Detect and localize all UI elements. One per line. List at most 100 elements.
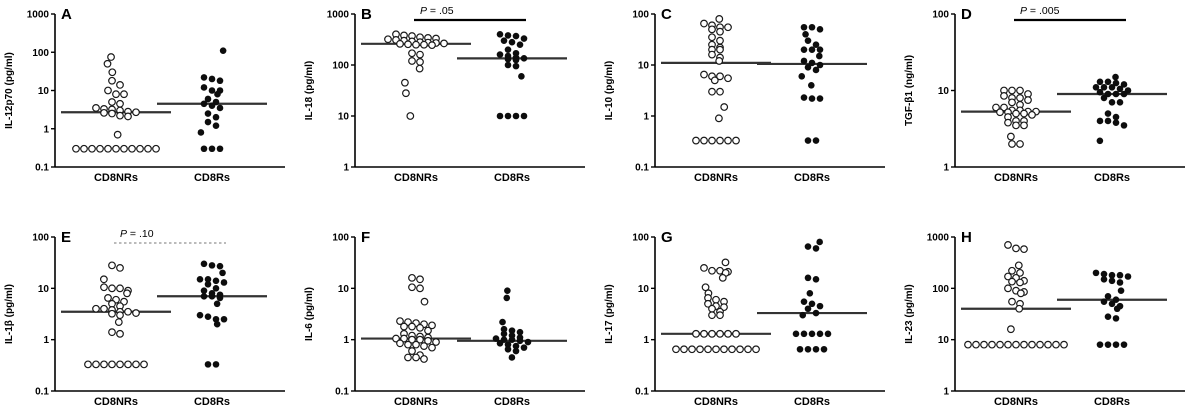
data-point-CD8Rs (816, 302, 824, 310)
data-point-CD8Rs (1108, 277, 1116, 285)
data-point-CD8Rs (1112, 296, 1120, 304)
data-point-CD8NRs (716, 45, 724, 54)
data-point-CD8NRs (124, 307, 132, 316)
panel-H-plot: 1 10 100 1000 IL-23 (pg/ml) H CD8NRs CD8Rs (904, 229, 1185, 408)
data-point-CD8NRs (140, 360, 148, 369)
data-point-CD8Rs (816, 330, 824, 338)
data-point-CD8NRs (80, 144, 88, 153)
data-point-CD8NRs (408, 57, 416, 65)
data-point-CD8NRs (428, 41, 436, 50)
data-point-CD8Rs (500, 37, 508, 44)
data-point-CD8NRs (701, 283, 710, 292)
y-tick-label: 100 (332, 233, 349, 244)
panel-C: 0.1 1 10 100 IL-10 (pg/ml) C CD8NRs CD8Rs (600, 0, 900, 205)
data-point-CD8Rs (1108, 300, 1116, 308)
data-point-CD8Rs (1096, 137, 1104, 145)
data-point-CD8NRs (144, 144, 152, 153)
data-point-CD8NRs (420, 40, 428, 49)
data-point-CD8NRs (88, 144, 96, 153)
data-point-CD8Rs (1104, 313, 1112, 321)
y-tick-label: 100 (932, 10, 949, 21)
data-point-CD8Rs (200, 260, 208, 268)
data-point-CD8NRs (1052, 340, 1060, 349)
data-point-CD8NRs (700, 329, 708, 338)
data-point-CD8Rs (520, 344, 528, 351)
data-point-CD8Rs (1108, 84, 1116, 91)
data-point-CD8NRs (704, 299, 712, 308)
data-point-CD8NRs (104, 294, 112, 302)
data-point-CD8Rs (516, 41, 524, 49)
data-point-CD8Rs (1112, 79, 1120, 87)
data-point-CD8NRs (400, 322, 408, 331)
data-point-CD8Rs (504, 112, 512, 120)
data-point-CD8NRs (724, 329, 732, 338)
data-point-CD8Rs (816, 95, 824, 102)
data-point-CD8NRs (416, 284, 424, 293)
data-point-CD8NRs (710, 76, 719, 85)
data-point-CD8NRs (416, 275, 424, 284)
data-point-CD8Rs (504, 32, 512, 39)
data-point-CD8NRs (132, 360, 140, 369)
y-tick-label: 100 (632, 233, 649, 244)
group-label-CD8Rs: CD8Rs (494, 396, 530, 408)
data-point-CD8Rs (212, 285, 220, 292)
data-point-CD8NRs (708, 25, 716, 34)
panel-F: 0.1 1 10 100 IL-6 (pg/ml) F CD8NRs CD8Rs (300, 205, 600, 409)
data-point-CD8Rs (504, 287, 511, 294)
data-point-CD8NRs (980, 340, 988, 349)
data-point-CD8NRs (415, 64, 424, 73)
data-point-CD8NRs (732, 329, 740, 338)
data-point-CD8Rs (804, 274, 812, 282)
data-point-CD8NRs (104, 86, 112, 95)
data-point-CD8NRs (408, 335, 416, 344)
data-point-CD8Rs (508, 354, 516, 361)
data-point-CD8NRs (100, 283, 108, 292)
data-point-CD8Rs (204, 118, 212, 126)
data-point-CD8Rs (200, 74, 208, 81)
data-point-CD8Rs (800, 298, 808, 305)
data-point-CD8NRs (132, 108, 140, 117)
data-point-CD8NRs (108, 284, 116, 293)
data-point-CD8NRs (692, 329, 700, 338)
group-label-CD8NRs: CD8NRs (394, 396, 438, 408)
data-point-CD8NRs (1044, 340, 1052, 349)
group-label-CD8Rs: CD8Rs (1094, 172, 1130, 184)
data-point-CD8Rs (204, 110, 212, 117)
y-tick-label: 1000 (927, 233, 950, 244)
data-point-CD8NRs (1008, 98, 1016, 107)
panel-E-plot: 0.1 1 10 100 IL-1β (pg/ml) E P = .10 CD8NRs CD8R… (4, 228, 285, 408)
data-point-CD8NRs (720, 345, 728, 354)
data-point-CD8Rs (812, 345, 820, 353)
data-point-CD8NRs (716, 329, 724, 338)
data-point-CD8NRs (718, 273, 727, 282)
data-point-CD8NRs (408, 322, 416, 331)
data-point-CD8NRs (428, 321, 436, 330)
data-point-CD8Rs (496, 51, 504, 58)
data-point-CD8NRs (84, 360, 92, 369)
data-point-CD8NRs (1016, 278, 1024, 287)
data-point-CD8NRs (424, 326, 432, 335)
data-point-CD8Rs (499, 318, 506, 326)
data-point-CD8NRs (108, 309, 116, 318)
data-point-CD8Rs (816, 46, 824, 53)
p-value-label: P = .005 (1020, 5, 1060, 17)
data-point-CD8NRs (1006, 325, 1015, 334)
data-point-CD8Rs (1112, 315, 1120, 322)
data-point-CD8Rs (1112, 119, 1120, 126)
group-label-CD8Rs: CD8Rs (194, 396, 230, 408)
data-point-CD8NRs (688, 345, 696, 354)
data-point-CD8NRs (696, 345, 704, 354)
panel-F-plot: 0.1 1 10 100 IL-6 (pg/ml) F CD8NRs CD8Rs (304, 229, 585, 408)
data-point-CD8Rs (220, 279, 228, 286)
data-point-CD8Rs (1100, 84, 1108, 91)
panel-B-plot: 1 10 100 1000 IL-18 (pg/ml) B P = .05 CD8NRs CD8… (304, 5, 585, 184)
data-point-CD8Rs (1108, 271, 1116, 279)
data-point-CD8Rs (496, 112, 504, 120)
data-point-CD8NRs (700, 19, 708, 28)
data-point-CD8Rs (1096, 117, 1104, 125)
data-point-CD8NRs (724, 136, 732, 145)
data-point-CD8Rs (808, 300, 816, 308)
data-point-CD8Rs (496, 30, 504, 38)
data-point-CD8Rs (496, 339, 504, 347)
data-point-CD8NRs (964, 340, 972, 349)
